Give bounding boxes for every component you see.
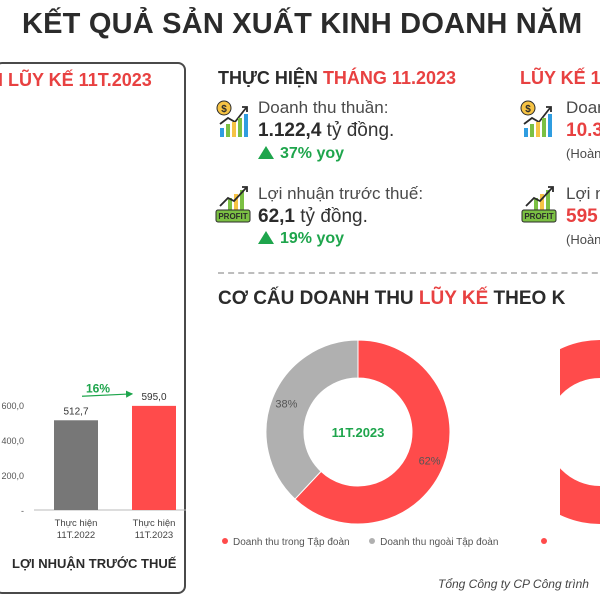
monthly-revenue-growth: 37% yoy [258,145,344,163]
structure-heading-prefix: CƠ CẤU DOANH THU [218,288,419,309]
page-title: KẾT QUẢ SẢN XUẤT KINH DOANH NĂM [22,8,583,40]
revenue-chart-icon: $ [520,100,552,137]
bar-category-label: Thực hiện [133,518,176,529]
growth-arrow [81,390,134,398]
bar-1 [132,405,176,510]
svg-text:$: $ [221,104,227,115]
donut-value-label: 62% [419,455,441,467]
svg-text:PROFIT: PROFIT [524,212,553,221]
monthly-profit-label: Lợi nhuận trước thuế: [258,184,424,203]
y-tick-label: 400,0 [1,436,24,446]
cumulative-revenue-note: (Hoàn [566,146,600,161]
donut-legend: Doanh thu trong Tập đoàn Doanh thu ngoài… [222,537,498,548]
left-heading-prefix: N [0,70,8,90]
second-legend-partial [541,537,552,548]
revenue-chart-icon: $ [216,100,248,137]
y-tick-label: - [21,506,24,516]
monthly-revenue-unit: tỷ đồng. [321,120,395,141]
svg-text:$: $ [525,104,531,115]
monthly-revenue-growth-text: 37% yoy [280,145,345,162]
donut-slices [265,339,451,525]
bar-value-label: 595,0 [141,392,166,403]
up-triangle-icon [258,146,274,159]
monthly-heading-highlight: THÁNG 11.2023 [322,68,457,88]
revenue-structure-donut: 62% 38% 11T.2023 [265,339,451,525]
legend-dot [541,538,547,544]
bar-category-label: 11T.2022 [57,530,95,541]
cumulative-heading: LŨY KẾ 1 [520,68,600,88]
legend-dot [222,538,228,544]
y-tick-label: 200,0 [1,471,24,481]
second-donut-slice [560,340,600,524]
legend-item-external: Doanh thu ngoài Tập đoàn [369,537,498,548]
monthly-revenue-value: 1.122,4 tỷ đồng. [258,120,394,142]
growth-label: 16% [86,381,110,395]
donut-slice-1 [265,339,359,500]
up-triangle-icon [258,231,274,244]
profit-chart-icon: PROFIT [521,186,557,223]
cumulative-profit-value: 595 [566,206,598,227]
legend-label-external: Doanh thu ngoài Tập đoàn [380,537,499,548]
monthly-profit-growth-text: 19% yoy [280,230,345,247]
monthly-profit-growth: 19% yoy [258,230,344,248]
svg-text:PROFIT: PROFIT [218,212,247,221]
profit-chart-icon: PROFIT [215,186,251,223]
monthly-heading: THỰC HIỆN THÁNG 11.2023 [218,68,456,89]
cumulative-revenue-label: Doan [566,98,600,117]
bar-category-label: Thực hiện [55,518,98,529]
legend-label-internal: Doanh thu trong Tập đoàn [233,537,350,548]
legend-dot [369,538,376,544]
cumulative-profit-note: (Hoàn [566,232,600,247]
structure-heading-suffix: THEO K [488,288,566,309]
monthly-profit-unit: tỷ đồng. [294,206,368,227]
bar-category-label: 11T.2023 [135,530,173,541]
monthly-revenue-label: Doanh thu thuần: [258,98,389,117]
donut-slice-0 [294,339,451,525]
monthly-heading-prefix: THỰC HIỆN [218,68,323,88]
structure-heading: CƠ CẤU DOANH THU LŨY KẾ THEO K [218,288,565,310]
monthly-profit-number: 62,1 [258,206,295,227]
cumulative-revenue-value: 10.3 [566,120,600,141]
second-donut-partial [560,340,600,524]
structure-heading-highlight: LŨY KẾ [418,288,489,309]
monthly-revenue-number: 1.122,4 [258,120,322,141]
y-tick-label: 600,0 [1,401,24,411]
dashed-divider [218,272,600,274]
donut-value-label: 38% [275,399,297,411]
left-heading-highlight: LŨY KẾ 11T.2023 [8,70,152,90]
legend-item-internal: Doanh thu trong Tập đoàn [222,537,350,548]
bar-0 [54,420,98,510]
donut-labels: 62% 38% [275,399,440,468]
monthly-profit-value: 62,1 tỷ đồng. [258,206,368,228]
cumulative-profit-label: Lợi n [566,184,600,203]
footer-company: Tổng Công ty CP Công trình [438,577,589,591]
bar-value-label: 512,7 [63,406,88,417]
left-panel-heading: N LŨY KẾ 11T.2023 [0,70,152,91]
bar-chart-caption: LỢI NHUẬN TRƯỚC THUẾ [12,556,177,571]
donut-center-label: 11T.2023 [332,425,385,440]
